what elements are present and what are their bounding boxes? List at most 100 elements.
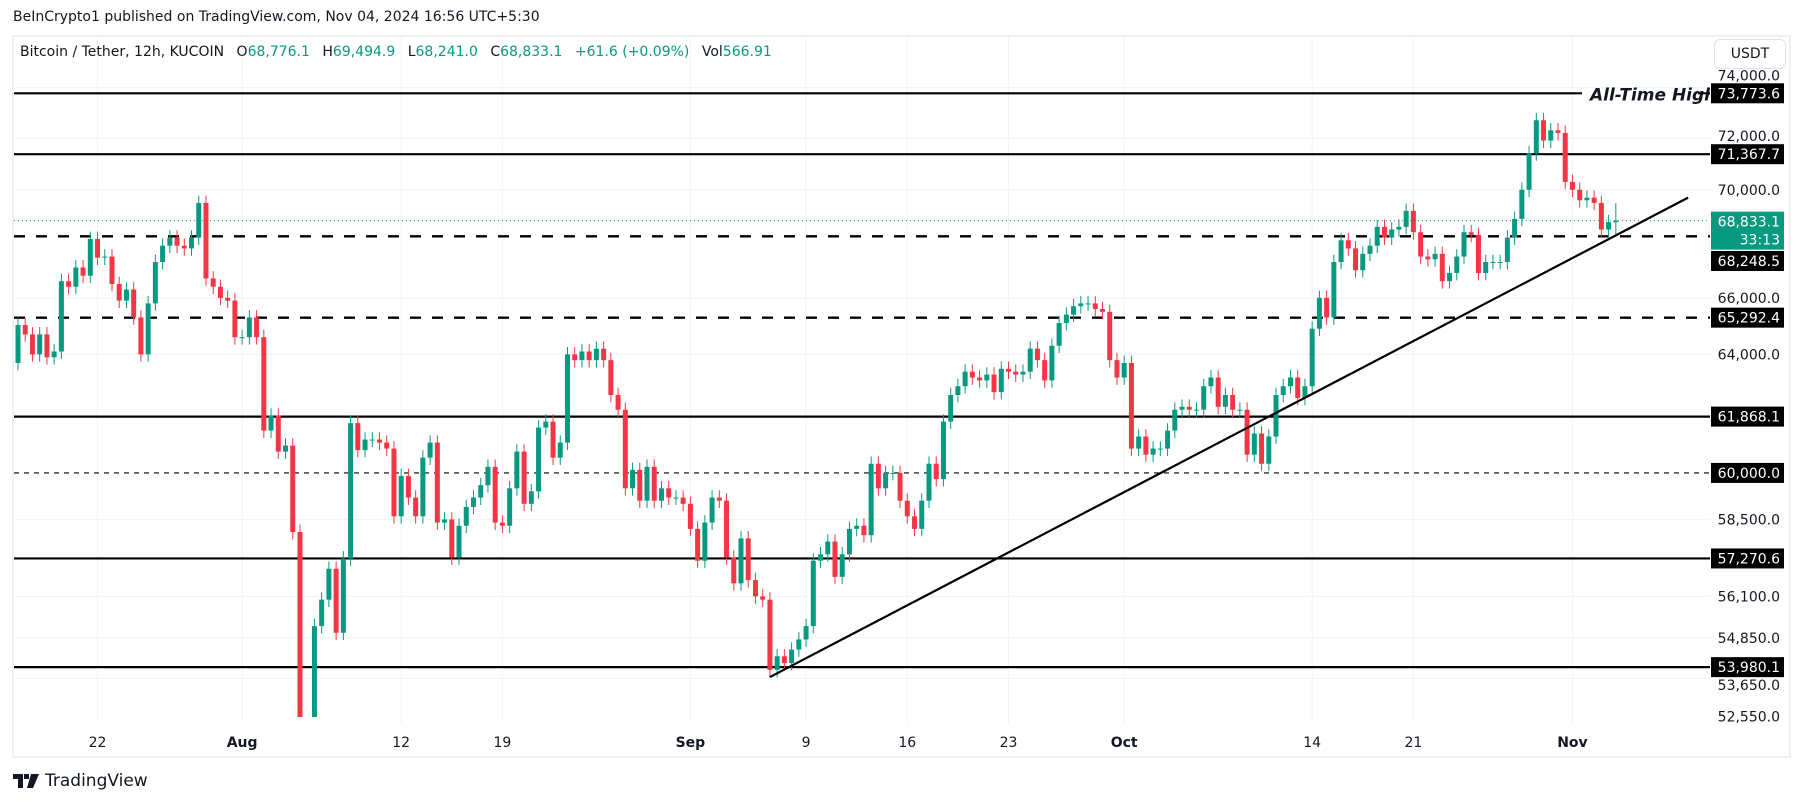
candle[interactable] xyxy=(283,438,289,459)
candle[interactable] xyxy=(456,518,462,565)
candle[interactable] xyxy=(919,493,925,537)
candle[interactable] xyxy=(767,592,773,678)
candle[interactable] xyxy=(709,490,715,530)
candle[interactable] xyxy=(912,508,918,537)
candle[interactable] xyxy=(340,551,346,641)
candle[interactable] xyxy=(1020,364,1026,382)
candle[interactable] xyxy=(1483,254,1489,281)
candle[interactable] xyxy=(760,589,766,608)
candle[interactable] xyxy=(442,512,448,530)
candle[interactable] xyxy=(731,550,737,591)
candle[interactable] xyxy=(449,512,455,565)
candle[interactable] xyxy=(839,546,845,585)
candle[interactable] xyxy=(261,329,267,438)
candle[interactable] xyxy=(1418,224,1424,264)
candle[interactable] xyxy=(369,432,375,447)
candle[interactable] xyxy=(1121,355,1127,385)
candle[interactable] xyxy=(825,534,831,562)
candle[interactable] xyxy=(818,546,824,569)
candle[interactable] xyxy=(311,618,317,750)
candle[interactable] xyxy=(861,518,867,543)
candle[interactable] xyxy=(196,195,202,245)
candle[interactable] xyxy=(1439,246,1445,289)
candle[interactable] xyxy=(427,435,433,466)
candle[interactable] xyxy=(724,493,730,565)
candle[interactable] xyxy=(615,387,621,418)
candle[interactable] xyxy=(991,367,997,400)
candle[interactable] xyxy=(1360,246,1366,278)
candle[interactable] xyxy=(854,518,860,537)
candle[interactable] xyxy=(1034,341,1040,368)
candle[interactable] xyxy=(630,462,636,496)
candle[interactable] xyxy=(1179,399,1185,418)
candle[interactable] xyxy=(58,273,64,359)
candle[interactable] xyxy=(1049,338,1055,388)
candle[interactable] xyxy=(116,276,122,308)
candle[interactable] xyxy=(875,456,881,496)
candle[interactable] xyxy=(1013,364,1019,382)
candle[interactable] xyxy=(1475,227,1481,281)
candle[interactable] xyxy=(268,408,274,438)
candle[interactable] xyxy=(66,273,72,295)
currency-button[interactable]: USDT xyxy=(1714,39,1786,69)
candle[interactable] xyxy=(1403,203,1409,235)
candle[interactable] xyxy=(1454,249,1460,281)
candle[interactable] xyxy=(550,414,556,466)
candle[interactable] xyxy=(1244,402,1250,463)
candle[interactable] xyxy=(1613,203,1619,237)
candle[interactable] xyxy=(348,415,354,566)
candle[interactable] xyxy=(355,415,361,458)
candle[interactable] xyxy=(846,521,852,562)
candle[interactable] xyxy=(1114,352,1120,385)
candle[interactable] xyxy=(1432,246,1438,267)
candle[interactable] xyxy=(832,534,838,585)
candle[interactable] xyxy=(1266,429,1272,472)
candle[interactable] xyxy=(897,465,903,509)
candle[interactable] xyxy=(1591,190,1597,211)
candle[interactable] xyxy=(1497,254,1503,270)
candle[interactable] xyxy=(499,515,505,534)
candle[interactable] xyxy=(80,260,86,284)
candle[interactable] xyxy=(564,347,570,450)
candle[interactable] xyxy=(478,477,484,505)
candle[interactable] xyxy=(420,450,426,524)
candle[interactable] xyxy=(658,480,664,509)
candle[interactable] xyxy=(514,444,520,496)
candle[interactable] xyxy=(1309,321,1315,394)
candle[interactable] xyxy=(225,290,231,308)
candle[interactable] xyxy=(1389,222,1395,245)
candle[interactable] xyxy=(883,465,889,496)
candle[interactable] xyxy=(174,230,180,254)
candle[interactable] xyxy=(1157,441,1163,456)
candle[interactable] xyxy=(579,344,585,368)
candle[interactable] xyxy=(622,402,628,496)
candle[interactable] xyxy=(695,521,701,569)
candle[interactable] xyxy=(536,420,542,499)
candle[interactable] xyxy=(1345,232,1351,256)
candle[interactable] xyxy=(160,238,166,270)
candle[interactable] xyxy=(1447,265,1453,289)
candle[interactable] xyxy=(1374,219,1380,254)
candle[interactable] xyxy=(203,195,209,286)
candle[interactable] xyxy=(29,327,35,362)
candle[interactable] xyxy=(1078,296,1084,314)
candle[interactable] xyxy=(434,435,440,530)
candle[interactable] xyxy=(933,456,939,487)
candle[interactable] xyxy=(810,553,816,634)
candle[interactable] xyxy=(1541,112,1547,148)
candle[interactable] xyxy=(666,480,672,505)
candle[interactable] xyxy=(1042,352,1048,388)
candle[interactable] xyxy=(109,249,115,292)
candle[interactable] xyxy=(687,496,693,537)
candle[interactable] xyxy=(637,462,643,509)
candle[interactable] xyxy=(969,364,975,385)
candle[interactable] xyxy=(1584,190,1590,208)
candle[interactable] xyxy=(940,414,946,487)
candle[interactable] xyxy=(1071,298,1077,322)
candle[interactable] xyxy=(181,238,187,256)
candle[interactable] xyxy=(22,317,28,342)
candle[interactable] xyxy=(1056,315,1062,354)
candle[interactable] xyxy=(319,592,325,634)
candle[interactable] xyxy=(1598,195,1604,237)
